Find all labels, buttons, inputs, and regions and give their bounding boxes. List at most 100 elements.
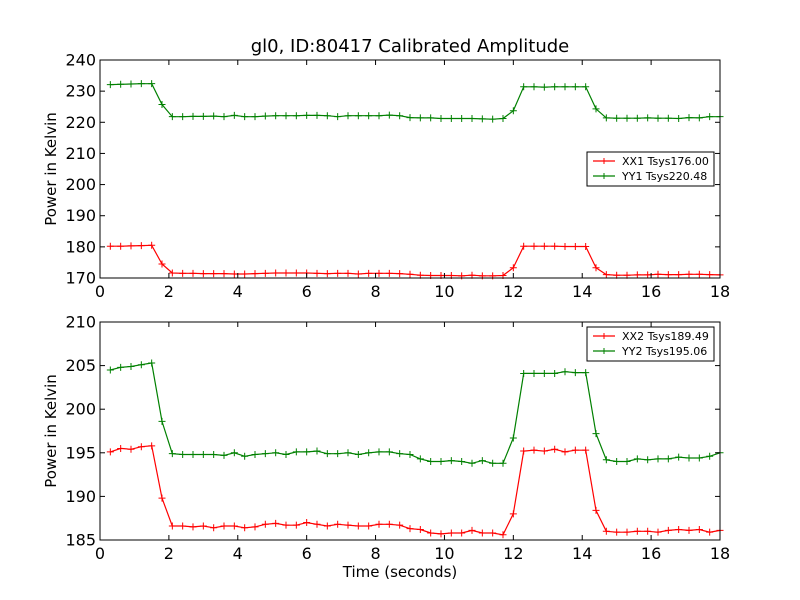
legend-label: YY2 Tsys195.06	[621, 345, 707, 358]
series-1-point	[706, 452, 714, 460]
series-0-point	[561, 243, 569, 251]
series-0-point	[468, 526, 476, 534]
series-0-point	[695, 526, 703, 534]
y-axis-label: Power in Kelvin	[42, 374, 60, 488]
series-0-point	[396, 521, 404, 529]
series-1-point	[220, 113, 228, 121]
series-0-point	[334, 520, 342, 528]
series-1-point	[478, 115, 486, 123]
y-tick-label: 180	[65, 237, 96, 256]
series-0-point	[406, 525, 414, 533]
series-0-point	[582, 446, 590, 454]
series-0-point	[106, 242, 114, 250]
series-1-point	[241, 452, 249, 460]
series-0-point	[706, 528, 714, 536]
series-1-point	[509, 107, 517, 115]
series-1-point	[633, 455, 641, 463]
series-1-point	[458, 115, 466, 123]
series-1-point	[282, 112, 290, 120]
series-0-point	[613, 528, 621, 536]
x-tick-label: 0	[95, 282, 105, 301]
series-0-point	[365, 269, 373, 277]
series-0-point	[261, 520, 269, 528]
series-1-point	[168, 450, 176, 458]
series-0-point	[685, 270, 693, 278]
legend-marker	[601, 158, 607, 164]
series-0-point	[168, 269, 176, 277]
x-tick-label: 18	[710, 282, 730, 301]
series-1-point	[644, 114, 652, 122]
y-tick-label: 220	[65, 113, 96, 132]
figure-title: gl0, ID:80417 Calibrated Amplitude	[251, 36, 570, 57]
series-0-point	[396, 270, 404, 278]
series-1-point	[251, 113, 259, 121]
series-0-point	[551, 445, 559, 453]
series-1-point	[499, 115, 507, 123]
series-1-point	[385, 111, 393, 119]
series-1-point	[272, 449, 280, 457]
series-0-point	[272, 519, 280, 527]
series-0-point	[520, 242, 528, 250]
series-1-point	[230, 111, 238, 119]
series-1-point	[623, 458, 631, 466]
series-0-point	[220, 522, 228, 530]
series-1-point	[230, 449, 238, 457]
top-chart: 0 2 4 6 8 10 12 14 16 18 170 180 190 200 210 220 230 240 P…	[42, 51, 730, 302]
series-0-point	[313, 520, 321, 528]
series-0-point	[158, 494, 166, 502]
series-1-point	[447, 457, 455, 465]
series-1-point	[344, 112, 352, 120]
series-0-point	[633, 271, 641, 279]
series-0-point	[489, 529, 497, 537]
y-tick-label: 200	[65, 400, 96, 419]
legend-label: XX1 Tsys176.00	[622, 155, 709, 168]
series-0-point	[137, 242, 145, 250]
bottom-chart: 0 2 4 6 8 10 12 14 16 18 185 190 195 200 205 210 Power i…	[42, 313, 730, 582]
series-0-point	[706, 271, 714, 279]
series-0-point	[251, 270, 259, 278]
series-1-point	[664, 455, 672, 463]
series-0-point	[210, 524, 218, 532]
series-1-point	[334, 113, 342, 121]
series-1-point	[396, 450, 404, 458]
series-0-point	[685, 526, 693, 534]
series-0-point	[261, 269, 269, 277]
series-0-point	[344, 521, 352, 529]
y-tick-label: 185	[65, 531, 96, 550]
series-1-point	[489, 459, 497, 467]
series-0-point	[478, 529, 486, 537]
series-1-point	[168, 113, 176, 121]
x-tick-label: 4	[233, 544, 243, 563]
series-0-point	[230, 270, 238, 278]
series-1-point	[127, 80, 135, 88]
series-0-point	[251, 523, 259, 531]
series-1-point	[148, 80, 156, 88]
series-1-point	[437, 115, 445, 123]
series-1-point	[189, 451, 197, 459]
series-0-point	[530, 446, 538, 454]
series-1-point	[282, 451, 290, 459]
series-1-point	[592, 105, 600, 113]
series-0-point	[220, 270, 228, 278]
series-1-point	[654, 455, 662, 463]
x-tick-label: 12	[503, 544, 523, 563]
series-0-point	[282, 269, 290, 277]
series-1-point	[354, 451, 362, 459]
series-0-point	[230, 522, 238, 530]
x-tick-label: 16	[641, 544, 661, 563]
y-tick-label: 240	[65, 51, 96, 70]
series-0-point	[137, 443, 145, 451]
series-0-point	[354, 270, 362, 278]
y-axis-label: Power in Kelvin	[42, 112, 60, 226]
series-1-point	[303, 448, 311, 456]
y-tick-label: 230	[65, 82, 96, 101]
series-1-point	[551, 369, 559, 377]
series-1-point	[582, 83, 590, 91]
series-1-point	[520, 83, 528, 91]
series-0-point	[447, 529, 455, 537]
series-1-point	[613, 114, 621, 122]
series-1-point	[210, 451, 218, 459]
x-tick-label: 4	[233, 282, 243, 301]
y-tick-label: 200	[65, 175, 96, 194]
